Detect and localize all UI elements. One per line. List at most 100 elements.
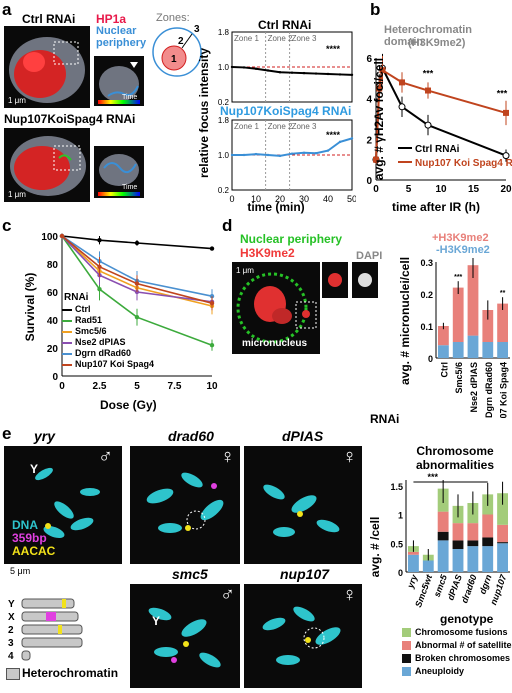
chart-b-xlabel: time after IR (h): [392, 200, 481, 214]
chart-c-point: [209, 343, 215, 348]
chart-a-point: [230, 153, 234, 157]
chart-d-legend-plus: +H3K9me2: [432, 232, 489, 244]
chart-c-point: [134, 240, 140, 246]
chart-b-point: [399, 79, 405, 86]
chart-a-point: [326, 72, 330, 76]
chart-a-point: [290, 152, 294, 155]
chart-b-point: [424, 121, 432, 129]
chart-a-point: [338, 140, 342, 144]
chart-a-zone-label: Zone 3: [292, 34, 317, 43]
chart-c-point: [59, 233, 65, 239]
chart-c-point: [97, 238, 102, 243]
chart-e-bar-segment: [452, 549, 464, 572]
chart-e-legend-label: Broken chromosomes: [415, 653, 511, 663]
chart-c-series-line: [61, 235, 213, 250]
chart-a-y-tick: 1.0: [218, 63, 230, 72]
chart-c-point: [134, 315, 140, 320]
chart-c-x-tick: 5: [134, 381, 140, 392]
chart-c-point: [97, 264, 102, 269]
chart-b: 0 2 4 6 0 5 10 15 20 Ctrl RNAi Nup107 Koi Spag4 RN…: [366, 53, 512, 195]
chart-b-title-1: Heterochromatin domain: [384, 24, 473, 48]
chart-c-legend-item: Smc5/6: [62, 326, 154, 337]
chart-b-point: [502, 152, 510, 160]
ideogram-label: X: [8, 612, 15, 623]
panel-c-letter: c: [2, 216, 12, 235]
chart-e-bar-segment: [482, 546, 494, 572]
chart-c-series-line: [61, 235, 213, 304]
chart-c-legend-swatch: [62, 363, 72, 366]
chart-a-ylabel: relative focus intensity: [197, 47, 211, 179]
chart-d-y-tick: 0.3: [420, 258, 433, 268]
chart-a-x-tick: 20: [275, 194, 285, 204]
zone-number-1: 1: [171, 54, 177, 65]
chart-c-y-tick: 60: [47, 288, 59, 299]
dapi-label: DAPI: [356, 250, 383, 262]
chart-b-x-tick: 10: [435, 184, 447, 195]
chart-c-y-tick: 80: [47, 260, 59, 271]
chart-a-significance: ****: [326, 130, 341, 140]
chart-a-y-tick: 1.0: [218, 151, 230, 160]
hp1a-label: HP1a: [96, 12, 127, 26]
chart-e-legend-label: Aneuploidy: [415, 666, 464, 676]
nup107-karyotype-image: ♀: [244, 584, 362, 688]
nup-rnai-image-label: Nup107KoiSpag4 RNAi: [4, 112, 136, 126]
nup-zoom-image: Time: [94, 146, 144, 198]
scale-bar-a2: 1 μm: [8, 190, 26, 199]
chart-a-point: [254, 67, 258, 70]
chart-a-point: [314, 72, 318, 75]
chart-b-y-tick: 0: [366, 176, 372, 187]
chart-b-y-tick: 4: [366, 95, 372, 106]
chart-c-point: [97, 287, 102, 292]
chart-c-legend-title: RNAi: [64, 292, 89, 303]
chart-e-bar-segment: [422, 560, 434, 572]
chart-e-significance: ***: [427, 472, 438, 482]
chart-c-legend-label: Smc5/6: [75, 326, 107, 336]
chart-c-legend-label: Ctrl: [75, 304, 91, 314]
chart-b-point: [503, 109, 509, 116]
chart-a-x-tick: 30: [299, 194, 309, 204]
chart-c-y-tick: 20: [47, 344, 59, 355]
chart-a-point: [302, 71, 306, 75]
chart-e-y-tick: 0.5: [390, 539, 403, 549]
dpias-karyotype-image: ♀: [244, 446, 362, 564]
ideogram-359bp-band: [46, 612, 56, 621]
chart-e-bar-segment: [497, 543, 508, 572]
chart-d-bar-segment: [452, 287, 464, 342]
panel-a-letter: a: [2, 0, 12, 19]
chart-d-significance: ***: [454, 274, 462, 281]
chart-e-legend-label: Chromosome fusions: [415, 627, 508, 637]
ideogram-aacac-band: [62, 599, 66, 608]
chart-e-title-2: abnormalities: [415, 458, 495, 472]
chart-c-legend: Ctrl Rad51 Smc5/6 Nse2 dPIAS Dgrn dRad60 Nup1…: [62, 304, 154, 370]
zone-inner-circle: [161, 45, 187, 71]
chart-a-point: [230, 65, 234, 69]
chart-b-title-2: (H3K9me2): [408, 37, 466, 49]
chart-e-bar-segment: [437, 531, 449, 541]
chart-d-bar-segment: [438, 326, 449, 346]
ideogram-chromosome: [21, 624, 83, 635]
ctrl-zoom-image: Time: [94, 56, 144, 106]
chart-e-bar-segment: [497, 524, 508, 543]
chart-e-bar-segment: [467, 546, 479, 572]
zones-label: Zones:: [156, 12, 190, 24]
chart-e-category-label: yry: [405, 572, 420, 590]
ideogram-label: Y: [8, 599, 15, 610]
chart-e-bar-segment: [452, 540, 464, 549]
female-symbol-drad60: ♀: [220, 446, 235, 468]
chart-b-x-tick: 5: [406, 184, 412, 195]
chart-a-nup-title: Nup107KoiSpag4 RNAi: [220, 104, 352, 118]
chart-c-series-line: [61, 235, 213, 346]
chart-a-point: [266, 69, 270, 72]
chart-e-legend-item: Broken chromosomes: [402, 652, 512, 665]
chart-e-bar-segment: [497, 493, 508, 525]
chart-d-legend-minus: -H3K9me2: [436, 244, 490, 256]
h3k9me2-d-label: H3K9me2: [240, 246, 295, 260]
chart-c-legend-label: Nup107 Koi Spag4: [75, 359, 155, 369]
chart-a-significance: ****: [326, 44, 341, 54]
chart-a-point: [338, 73, 342, 76]
chart-d-bar-segment: [438, 345, 449, 358]
chart-a-zone-label: Zone 2: [268, 122, 293, 131]
chart-a-zone-label: Zone 3: [292, 122, 317, 131]
chart-d-bar-segment: [467, 335, 479, 358]
chart-e-bar-segment: [497, 542, 508, 544]
